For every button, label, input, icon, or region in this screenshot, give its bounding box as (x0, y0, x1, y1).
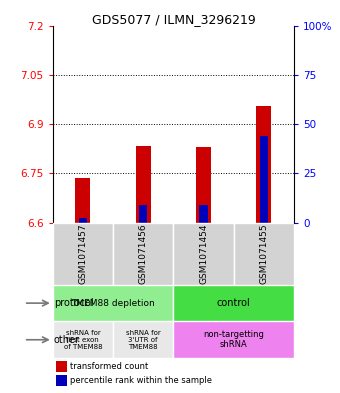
Bar (56, 361, 67, 372)
Bar (75, 178, 90, 223)
Text: percentile rank within the sample: percentile rank within the sample (70, 376, 211, 385)
Text: protocol: protocol (54, 298, 94, 308)
Bar (53, 285, 173, 321)
Bar (56, 375, 67, 386)
Text: TMEM88 depletion: TMEM88 depletion (71, 299, 155, 308)
Bar (173, 223, 234, 285)
Text: GSM1071454: GSM1071454 (199, 224, 208, 284)
Text: transformed count: transformed count (70, 362, 148, 371)
Bar (53, 321, 113, 358)
Bar (173, 285, 294, 321)
Bar (113, 223, 173, 285)
Bar (256, 106, 271, 223)
Bar (113, 321, 173, 358)
Bar (139, 205, 147, 223)
Text: other: other (54, 335, 80, 345)
Bar (173, 321, 294, 358)
Text: shRNA for
first exon
of TMEM88: shRNA for first exon of TMEM88 (64, 330, 102, 350)
Text: GSM1071457: GSM1071457 (79, 224, 87, 284)
Text: GSM1071456: GSM1071456 (139, 224, 148, 284)
Bar (136, 145, 151, 223)
Bar (200, 205, 208, 223)
Text: GSM1071455: GSM1071455 (259, 224, 268, 284)
Text: control: control (217, 298, 251, 308)
Text: non-targetting
shRNA: non-targetting shRNA (203, 330, 264, 349)
Bar (234, 223, 294, 285)
Bar (53, 223, 113, 285)
Bar (79, 218, 87, 223)
Title: GDS5077 / ILMN_3296219: GDS5077 / ILMN_3296219 (91, 13, 255, 26)
Text: shRNA for
3'UTR of
TMEM88: shRNA for 3'UTR of TMEM88 (126, 330, 160, 350)
Bar (196, 147, 211, 223)
Bar (260, 136, 268, 223)
